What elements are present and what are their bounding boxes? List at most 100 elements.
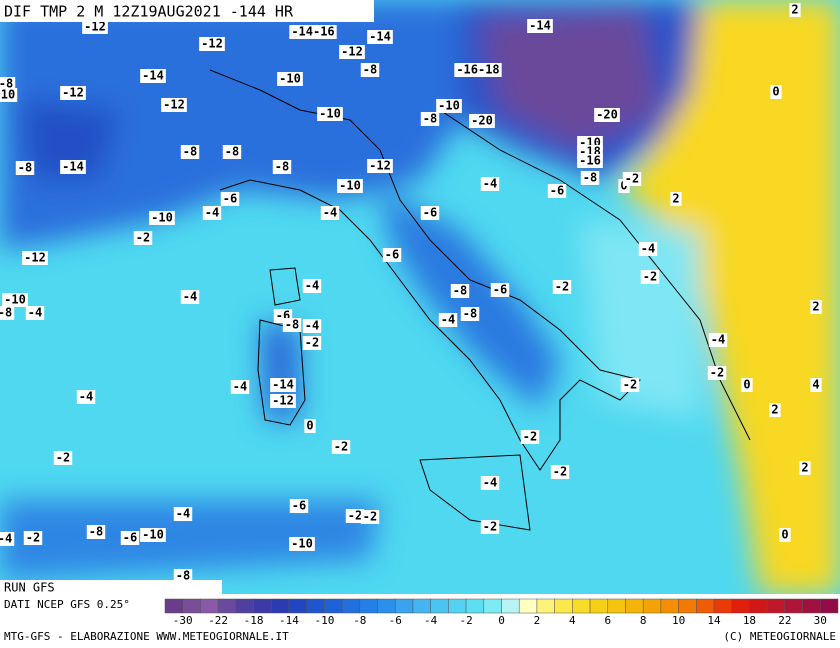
contour-label: -8 bbox=[18, 161, 32, 175]
contour-label: -8 bbox=[0, 77, 13, 91]
contour-label-box bbox=[769, 403, 781, 417]
contour-label-box bbox=[779, 528, 791, 542]
colorbar-tick-label: -10 bbox=[314, 614, 334, 627]
colorbar-swatch bbox=[182, 598, 201, 614]
contour-label: -4 bbox=[441, 313, 455, 327]
contour-label-box bbox=[272, 160, 292, 174]
contour-label-box bbox=[550, 465, 570, 479]
contour-label-box bbox=[60, 86, 86, 100]
contour-label: -8 bbox=[183, 145, 197, 159]
contour-label: -8 bbox=[176, 569, 190, 583]
colorbar-swatch bbox=[536, 598, 555, 614]
colorbar-swatch bbox=[271, 598, 290, 614]
contour-label-box bbox=[0, 77, 16, 91]
contour-label-box bbox=[420, 206, 440, 220]
contour-label: -10 bbox=[142, 528, 164, 542]
contour-label: -10 bbox=[438, 99, 460, 113]
contour-label-box bbox=[622, 172, 642, 186]
contour-label: -4 bbox=[176, 507, 190, 521]
colorbar-tick-label: -2 bbox=[459, 614, 472, 627]
contour-label: 0 bbox=[743, 378, 750, 392]
contour-label-box bbox=[140, 528, 166, 542]
contour-label-box bbox=[527, 19, 553, 33]
colorbar-swatch bbox=[359, 598, 378, 614]
contour-label-box bbox=[86, 525, 106, 539]
colorbar-tick-label: -30 bbox=[173, 614, 193, 627]
contour-label: -2 bbox=[555, 280, 569, 294]
contour-label-box bbox=[367, 30, 393, 44]
colorbar-swatch bbox=[253, 598, 272, 614]
contour-label: -14 bbox=[369, 30, 391, 44]
contour-label: -4 bbox=[305, 319, 319, 333]
title-box bbox=[0, 0, 374, 22]
contour-label-box bbox=[552, 280, 572, 294]
colorbar-tick-label: 0 bbox=[498, 614, 505, 627]
contour-label-box bbox=[302, 336, 322, 350]
contour-label: -2 bbox=[710, 366, 724, 380]
contour-label: -8 bbox=[463, 307, 477, 321]
contour-label: -4 bbox=[711, 333, 725, 347]
colorbar-swatch bbox=[483, 598, 502, 614]
contour-label: -4 bbox=[183, 290, 197, 304]
colorbar-tick-label: -6 bbox=[389, 614, 402, 627]
contour-label: -6 bbox=[385, 248, 399, 262]
contour-label-box bbox=[707, 366, 727, 380]
colorbar-swatch bbox=[766, 598, 786, 614]
colorbar-swatch bbox=[306, 598, 325, 614]
contour-label: -2 bbox=[305, 336, 319, 350]
contour-label: -16-18 bbox=[456, 63, 499, 77]
colorbar-tick-label: 30 bbox=[814, 614, 827, 627]
contour-label-box bbox=[60, 160, 86, 174]
contour-label-box bbox=[547, 184, 567, 198]
contour-label: -2 bbox=[483, 520, 497, 534]
contour-label: -2 bbox=[523, 430, 537, 444]
colorbar-swatch bbox=[448, 598, 467, 614]
contour-labels: -12-12-14-16-12-14-142-8 -16-18-14 -10-12-… bbox=[0, 3, 822, 583]
contour-label: -10 bbox=[279, 72, 301, 86]
contour-label-box bbox=[76, 390, 96, 404]
contour-label-box bbox=[302, 279, 322, 293]
contour-label-box bbox=[799, 461, 811, 475]
contour-label-box bbox=[82, 20, 108, 34]
colorbar-swatch bbox=[749, 598, 768, 614]
contour-label: -12 bbox=[201, 37, 223, 51]
contour-label-box bbox=[289, 537, 315, 551]
contour-label: -20 bbox=[471, 114, 493, 128]
contour-label-box bbox=[360, 63, 380, 77]
contour-label-box bbox=[580, 171, 600, 185]
colorbar-swatch bbox=[324, 598, 343, 614]
contour-label-box bbox=[180, 145, 200, 159]
contour-label: -8 bbox=[583, 171, 597, 185]
contour-label-box bbox=[15, 161, 35, 175]
contour-label: -6 bbox=[123, 531, 137, 545]
contour-label: -12 bbox=[84, 20, 106, 34]
contour-label-box bbox=[277, 72, 303, 86]
colorbar-swatch bbox=[377, 598, 396, 614]
contour-label: -10 bbox=[291, 537, 313, 551]
contour-label-box bbox=[270, 394, 296, 408]
contour-label: -4 bbox=[305, 279, 319, 293]
colorbar-swatch bbox=[731, 598, 750, 614]
contour-label-box bbox=[345, 509, 365, 523]
contour-label: 2 bbox=[791, 3, 798, 17]
contour-label: -8 bbox=[423, 112, 437, 126]
contour-label-box bbox=[638, 242, 658, 256]
colorbar-swatch bbox=[217, 598, 237, 614]
contour-label-box bbox=[577, 154, 603, 168]
contour-label-box bbox=[480, 177, 500, 191]
contour-label: 10 bbox=[1, 88, 15, 102]
contour-label-box bbox=[302, 319, 322, 333]
contour-label-box bbox=[331, 440, 351, 454]
contour-label: -4 bbox=[79, 390, 93, 404]
colorbar-swatch bbox=[501, 598, 520, 614]
run-info: RUN GFS bbox=[4, 581, 55, 595]
contour-label: -10 bbox=[339, 179, 361, 193]
contour-label: -4 bbox=[205, 206, 219, 220]
colorbar-swatch bbox=[430, 598, 449, 614]
contour-label-box bbox=[199, 37, 225, 51]
contour-label: -2 bbox=[363, 510, 377, 524]
contour-label: -2 bbox=[334, 440, 348, 454]
contour-label: -12 bbox=[341, 45, 363, 59]
colorbar-swatch bbox=[589, 598, 609, 614]
